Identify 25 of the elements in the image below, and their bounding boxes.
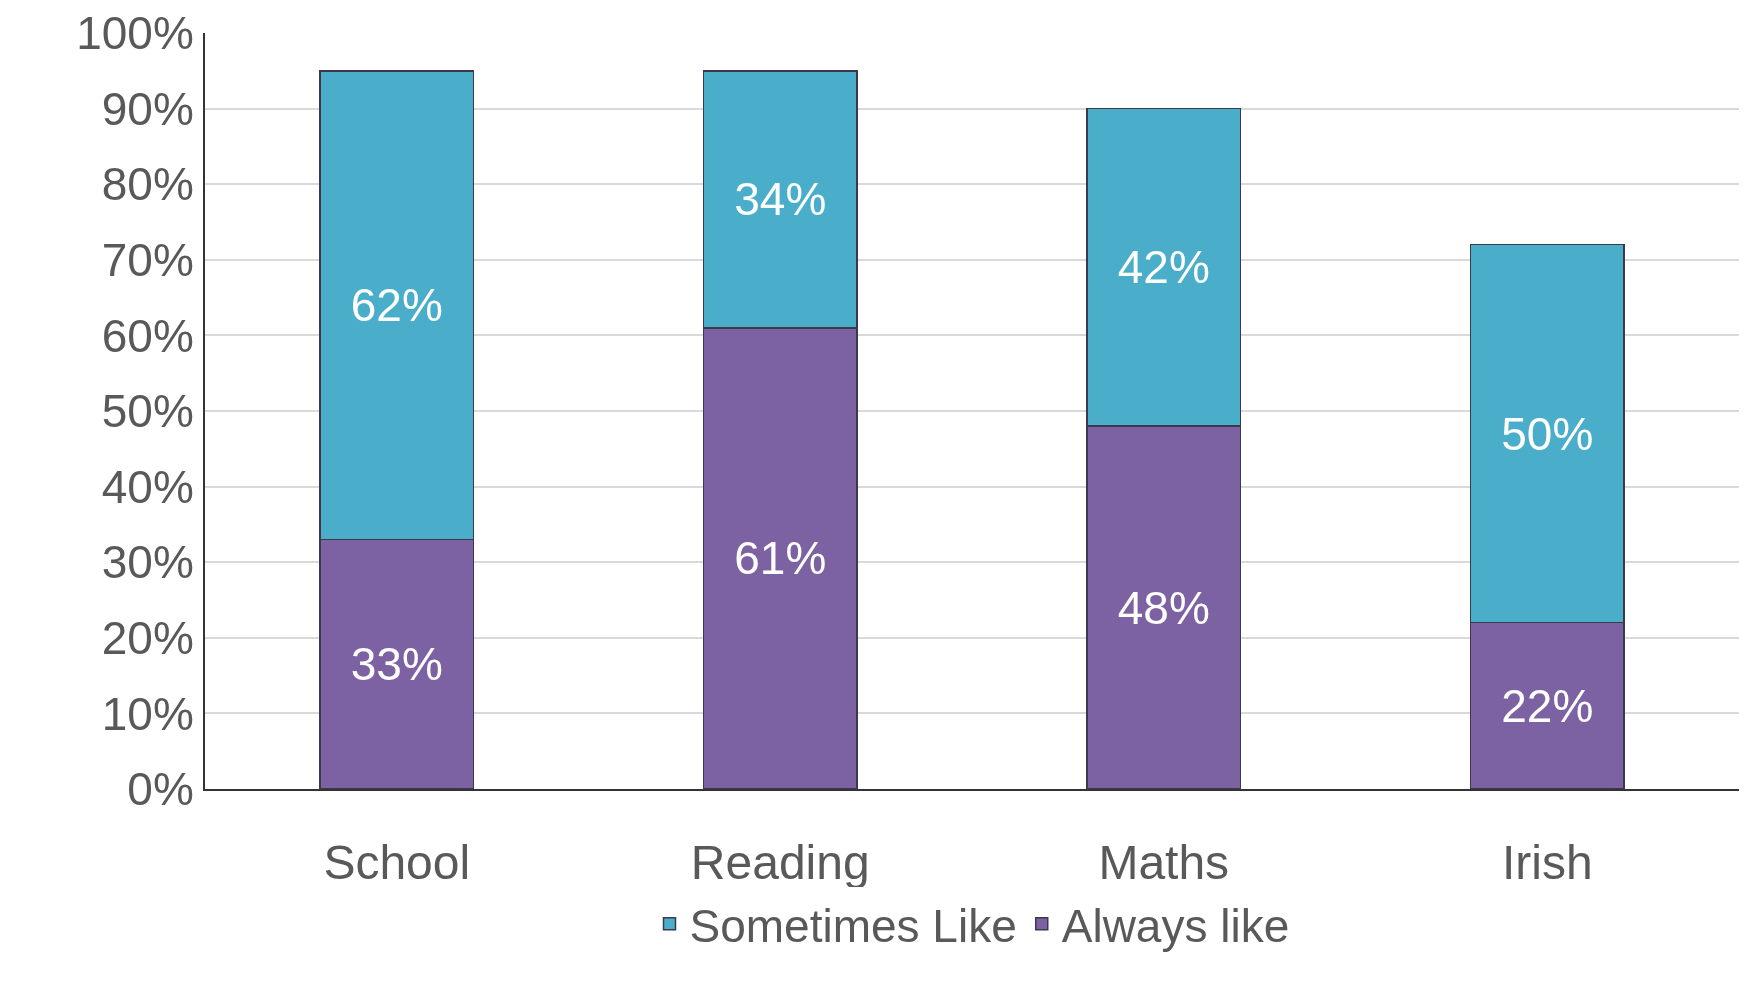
data-label: 48%: [1117, 581, 1210, 634]
y-tick-label: 40%: [101, 460, 194, 513]
x-tick-label: Reading: [690, 835, 870, 889]
data-label: 33%: [350, 638, 443, 691]
legend-label: Always like: [1061, 899, 1290, 952]
y-tick-label: 100%: [76, 7, 194, 60]
legend-label: Sometimes Like: [689, 899, 1017, 952]
data-label: 22%: [1501, 679, 1594, 732]
data-label: 61%: [734, 532, 827, 585]
data-label: 42%: [1117, 241, 1210, 294]
y-tick-label: 70%: [101, 233, 194, 286]
y-tick-label: 0%: [127, 763, 194, 816]
x-tick-label: School: [323, 835, 471, 889]
data-label: 34%: [734, 173, 827, 226]
data-label: 62%: [350, 279, 443, 332]
x-tick-label: Irish: [1501, 835, 1593, 889]
y-tick-label: 50%: [101, 385, 194, 438]
y-tick-label: 30%: [101, 536, 194, 589]
y-tick-label: 60%: [101, 309, 194, 362]
y-tick-label: 90%: [101, 82, 194, 135]
y-tick-label: 80%: [101, 158, 194, 211]
data-label: 50%: [1501, 407, 1594, 460]
y-tick-label: 20%: [101, 611, 194, 664]
x-tick-label: Maths: [1098, 835, 1230, 889]
y-tick-label: 10%: [101, 687, 194, 740]
